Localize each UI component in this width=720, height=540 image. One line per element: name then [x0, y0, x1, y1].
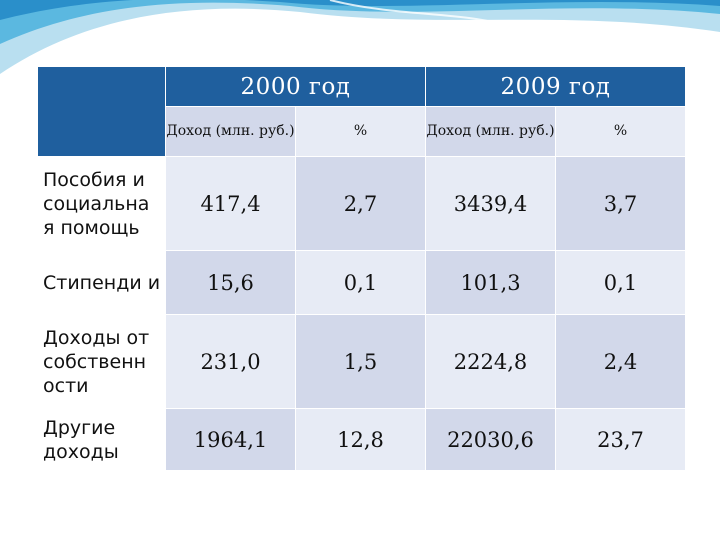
table-cell: 231,0 — [165, 314, 296, 409]
table-cell: 23,7 — [555, 408, 686, 471]
year-2000-header: 2000 год — [165, 66, 426, 107]
table-cell: 12,8 — [295, 408, 426, 471]
table-row: Стипенди и 15,6 0,1 101,3 0,1 — [37, 250, 686, 315]
table-cell: 22030,6 — [425, 408, 556, 471]
table-cell: 1964,1 — [165, 408, 296, 471]
row-label: Доходы от собственн ости — [37, 314, 166, 409]
sub-header-income-2000: Доход (млн. руб.) — [165, 106, 296, 157]
sub-header-income-2009: Доход (млн. руб.) — [425, 106, 556, 157]
sub-header-percent-2000: % — [295, 106, 426, 157]
table-cell: 2224,8 — [425, 314, 556, 409]
table-cell: 2,7 — [295, 156, 426, 251]
table-row: Доходы от собственн ости 231,0 1,5 2224,… — [37, 314, 686, 409]
sub-header-percent-2009: % — [555, 106, 686, 157]
table-cell: 0,1 — [555, 250, 686, 315]
decorative-wave-header — [0, 0, 720, 74]
table-row: Пособия и социальна я помощь 417,4 2,7 3… — [37, 156, 686, 251]
table-cell: 417,4 — [165, 156, 296, 251]
table-cell: 3,7 — [555, 156, 686, 251]
table-row: Другие доходы 1964,1 12,8 22030,6 23,7 — [37, 408, 686, 471]
table-cell: 1,5 — [295, 314, 426, 409]
income-table: 2000 год 2009 год Доход (млн. руб.) % До… — [37, 66, 686, 471]
table-cell: 15,6 — [165, 250, 296, 315]
header-corner-cell — [37, 66, 166, 157]
row-label: Стипенди и — [37, 250, 166, 315]
table-cell: 0,1 — [295, 250, 426, 315]
row-label: Пособия и социальна я помощь — [37, 156, 166, 251]
table-cell: 2,4 — [555, 314, 686, 409]
year-2009-header: 2009 год — [425, 66, 686, 107]
table-cell: 101,3 — [425, 250, 556, 315]
table-cell: 3439,4 — [425, 156, 556, 251]
row-label: Другие доходы — [37, 408, 166, 471]
